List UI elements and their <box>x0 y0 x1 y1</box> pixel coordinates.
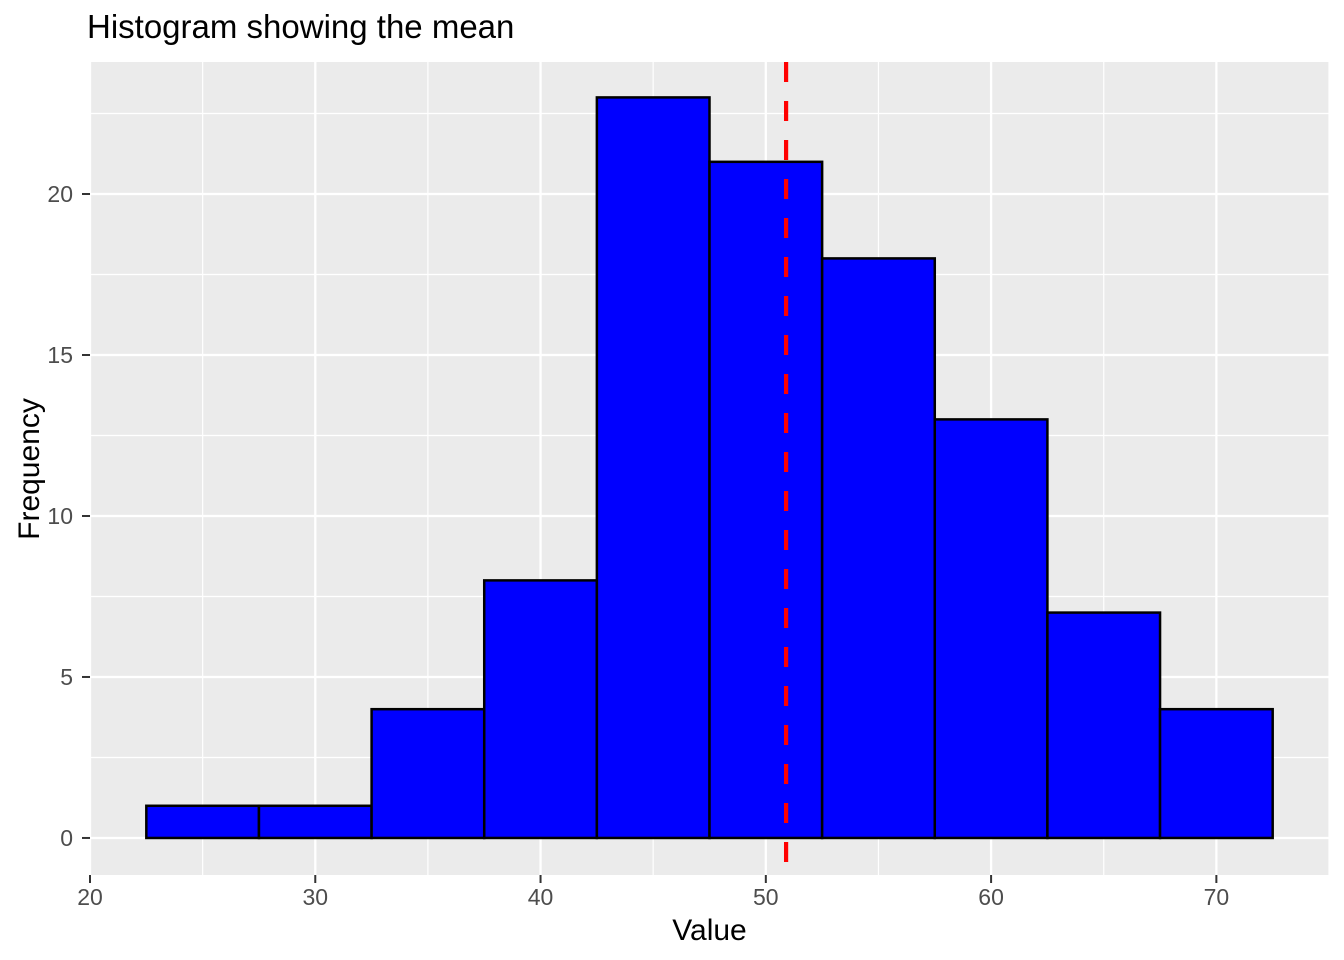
x-axis-title: Value <box>672 914 747 947</box>
y-axis-title: Frequency <box>13 398 46 540</box>
histogram-bar <box>933 418 1049 840</box>
x-tick-label: 20 <box>77 884 103 910</box>
histogram-bar <box>595 96 711 840</box>
y-tick-label: 15 <box>47 342 73 368</box>
histogram-bar <box>370 707 486 840</box>
x-tick-label: 30 <box>302 884 328 910</box>
histogram-bar <box>145 804 261 840</box>
y-tick-label: 5 <box>60 664 73 690</box>
x-tick-label: 40 <box>528 884 554 910</box>
y-tick-label: 10 <box>47 503 73 529</box>
x-tick-label: 60 <box>978 884 1004 910</box>
histogram-bar <box>1158 707 1274 840</box>
plot-title: Histogram showing the mean <box>87 8 515 45</box>
y-tick-label: 20 <box>47 181 73 207</box>
histogram-bar <box>820 257 937 840</box>
y-tick-label: 0 <box>60 825 73 851</box>
histogram-bar <box>257 804 373 840</box>
histogram-bar <box>482 579 599 840</box>
x-tick-label: 70 <box>1204 884 1230 910</box>
histogram-bar <box>1046 611 1162 840</box>
histogram-bar <box>708 160 824 840</box>
x-tick-label: 50 <box>753 884 779 910</box>
